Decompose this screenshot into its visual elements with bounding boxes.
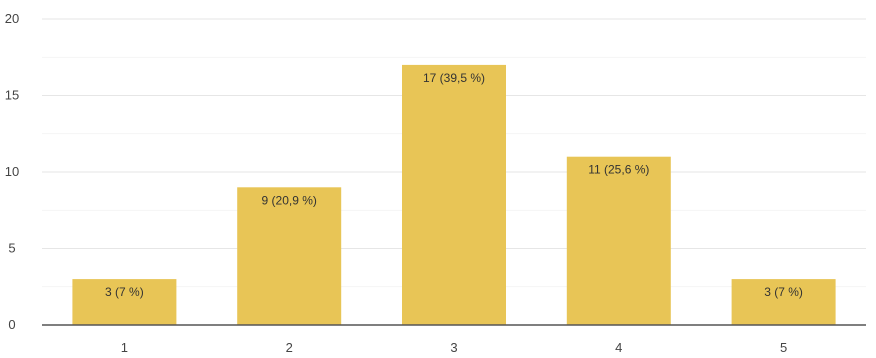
data-label-5: 3 (7 %): [764, 285, 803, 299]
y-tick-label: 0: [8, 317, 15, 332]
data-labels: 3 (7 %) 9 (20,9 %) 17 (39,5 %) 11 (25,6 %) 3…: [105, 71, 803, 299]
data-label-1: 3 (7 %): [105, 285, 144, 299]
x-axis-tick-labels: 1 2 3 4 5: [121, 340, 787, 355]
y-axis-tick-labels: 0 5 10 15 20: [5, 11, 19, 332]
x-tick-label-4: 4: [615, 340, 622, 355]
y-tick-label: 10: [5, 164, 19, 179]
y-tick-label: 15: [5, 88, 19, 103]
x-tick-label-3: 3: [450, 340, 457, 355]
x-tick-label-1: 1: [121, 340, 128, 355]
data-label-2: 9 (20,9 %): [262, 193, 317, 207]
bar-2: [237, 187, 342, 325]
bar-3: [402, 64, 506, 326]
x-tick-label-5: 5: [780, 340, 787, 355]
bars: [72, 64, 836, 326]
bar-1: [72, 279, 177, 325]
y-tick-label: 5: [8, 241, 15, 256]
y-tick-label: 20: [5, 11, 19, 26]
bar-4: [566, 156, 671, 325]
x-tick-label-2: 2: [286, 340, 293, 355]
data-label-4: 11 (25,6 %): [588, 163, 649, 177]
data-label-3: 17 (39,5 %): [423, 71, 485, 85]
bar-5: [731, 279, 836, 325]
